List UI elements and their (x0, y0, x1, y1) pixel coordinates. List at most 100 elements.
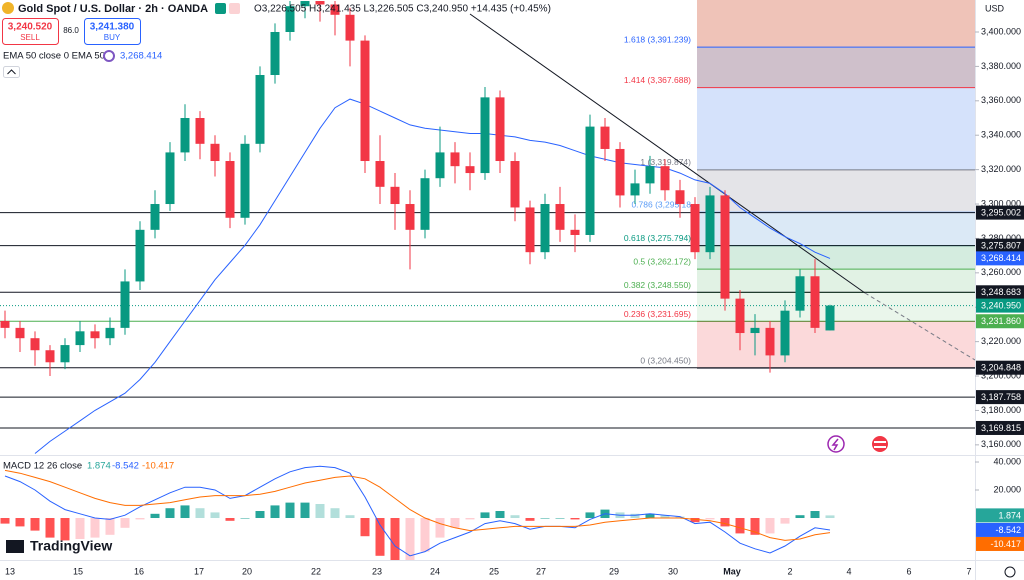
sell-button[interactable] (2, 18, 59, 45)
x-tick-label: 13 (5, 566, 15, 576)
macd-histogram-bar (120, 518, 130, 528)
x-tick-label: 30 (668, 566, 678, 576)
macd-histogram-bar (195, 508, 205, 519)
buy-button[interactable] (84, 18, 141, 45)
flag-stripe (874, 446, 886, 448)
macd-histogram-bar (270, 505, 280, 519)
macd-histogram-bar (450, 518, 460, 528)
candle-body (810, 276, 820, 328)
fib-band (697, 47, 975, 88)
settings-button[interactable] (1004, 566, 1016, 578)
x-tick-label: May (723, 566, 741, 576)
signal-value: -10.417 (142, 461, 174, 472)
macd-histogram-bar (810, 511, 820, 519)
macd-pane (0, 465, 835, 560)
y-tick-label: 3,400.000 (981, 26, 1021, 36)
macd-y-tick-label: 40.000 (993, 456, 1021, 466)
candle-body (825, 305, 835, 331)
sell-price: 3,240.520 (8, 22, 53, 33)
macd-histogram-bar (480, 512, 490, 519)
macd-histogram-bar (720, 518, 730, 527)
macd-histogram-bar (240, 518, 250, 519)
spread: 86.0 (63, 26, 79, 35)
candle-body (285, 6, 295, 32)
fib-label: 0 (3,204.450) (640, 356, 691, 366)
macd-signal-label: -10.417 (990, 539, 1021, 549)
macd-histogram-bar (105, 518, 115, 535)
candle-body (705, 195, 715, 253)
macd-histogram-bar (0, 518, 10, 524)
macd-histogram-bar (585, 512, 595, 519)
x-tick-label: 6 (906, 566, 911, 576)
macd-histogram-bar (555, 518, 565, 519)
candle-body (165, 152, 175, 205)
ema-box (976, 251, 1024, 266)
candle-body (195, 118, 205, 144)
y-tick-label: 3,220.000 (981, 336, 1021, 346)
fib-label: 1 (3,319.874) (640, 157, 691, 167)
macd-histogram-bar (165, 508, 175, 519)
candle-body (795, 276, 805, 311)
macd-histogram-bar (765, 518, 775, 534)
brand: TradingView (30, 538, 112, 554)
fib-band (697, 212, 975, 246)
y-tick-label: 3,380.000 (981, 61, 1021, 71)
x-tick-label: 7 (966, 566, 971, 576)
candle-body (690, 204, 700, 253)
y-tick-label: 3,180.000 (981, 405, 1021, 415)
macd-histogram-bar (45, 518, 55, 538)
macd-histogram-bar (180, 505, 190, 519)
macd-histogram-bar (330, 508, 340, 519)
macd-histogram-bar (750, 518, 760, 535)
macd-histogram-bar (540, 518, 550, 519)
fib-label: 1.618 (3,391.239) (624, 34, 691, 44)
collapse-icon (7, 69, 16, 75)
ema-line (34, 98, 831, 454)
macd-value: -8.542 (112, 461, 139, 472)
candle-body (45, 350, 55, 363)
macd-histogram-bar (675, 516, 685, 519)
candle-body (525, 207, 535, 253)
macd-histogram-bar (795, 515, 805, 519)
candle-body (360, 40, 370, 162)
macd-histogram-box (976, 508, 1024, 523)
candle-body (510, 161, 520, 208)
macd-histogram-bar (630, 513, 640, 519)
candle-body (75, 331, 85, 346)
macd-histogram-bar (825, 515, 835, 519)
candle-body (735, 298, 745, 334)
macd-histogram-bar (435, 518, 445, 538)
candle-body (120, 281, 130, 328)
macd-histogram-bar (30, 518, 40, 531)
candle-body (750, 327, 760, 334)
macd-histogram-bar (390, 518, 400, 560)
symbol-icon (2, 2, 14, 14)
x-tick-label: 25 (489, 566, 499, 576)
candle-body (60, 345, 70, 363)
fib-band (697, 169, 975, 213)
candle-body (390, 186, 400, 205)
x-tick-label: 22 (311, 566, 321, 576)
macd-histogram-bar (300, 502, 310, 519)
x-tick-label: 23 (372, 566, 382, 576)
economic-event-icon[interactable] (872, 436, 888, 452)
candle-body (765, 327, 775, 356)
fib-label: 0.618 (3,275.794) (624, 233, 691, 243)
level-label: 3,275.807 (981, 241, 1021, 251)
candle-body (30, 338, 40, 351)
collapse-button[interactable] (3, 66, 20, 78)
price-box (976, 298, 1024, 313)
fib-band (697, 0, 975, 48)
buy-price: 3,241.380 (90, 22, 135, 33)
status-icon (229, 3, 240, 14)
macd-histogram-bar (150, 513, 160, 519)
candle-body (405, 204, 415, 230)
ema-value: 3,268.414 (120, 51, 162, 62)
event-icon[interactable] (827, 435, 845, 453)
x-tick-label: 17 (194, 566, 204, 576)
macd-histogram-bar (660, 515, 670, 519)
ohlc: O3,226.505 H3,241.435 L3,226.505 C3,240.… (254, 4, 551, 15)
candle-body (450, 152, 460, 167)
